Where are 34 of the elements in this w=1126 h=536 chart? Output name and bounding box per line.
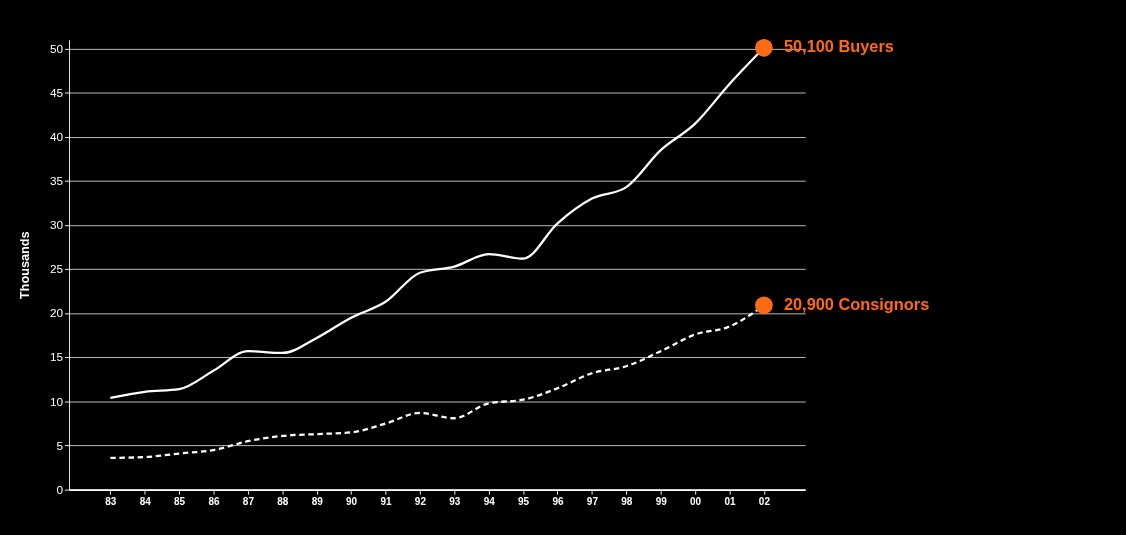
x-tick-label: 94 [483,495,496,507]
x-tick-label: 91 [380,495,392,507]
x-tick-label: 84 [139,495,152,507]
x-tick-label: 01 [724,495,736,507]
x-tick-label: 00 [690,495,702,507]
x-tick-label: 87 [242,495,255,507]
x-tick-label: 92 [414,495,427,507]
y-tick-label: 20 [50,306,64,321]
x-tick-label: 83 [105,495,117,507]
y-tick-label: 50 [50,41,64,56]
x-tick-label: 86 [208,495,220,507]
y-tick-label: 0 [56,482,64,497]
x-tick-label: 99 [655,495,668,507]
y-tick-label: 10 [50,394,64,409]
y-tick-label: 25 [50,262,64,277]
y-tick-label: 35 [50,174,64,189]
x-tick-label: 97 [586,495,599,507]
x-tick-label: 85 [174,495,186,507]
y-tick-label: 30 [50,218,64,233]
x-tick-label: 93 [449,495,461,507]
annotation: 50,100 Buyers [783,37,894,56]
x-tick-label: 96 [552,495,564,507]
x-tick-label: 95 [518,495,530,507]
annotation: 20,900 Consignors [783,294,930,313]
x-tick-label: 90 [346,495,358,507]
y-tick-label: 5 [56,438,64,453]
x-tick-label: 88 [277,495,289,507]
y-tick-label: 45 [50,85,64,100]
y-tick-label: 15 [50,350,64,365]
x-tick-label: 98 [621,495,633,507]
y-tick-label: 40 [50,129,64,144]
y-axis-title: Thousands [17,231,33,300]
x-tick-label: 89 [311,495,324,507]
x-tick-label: 02 [758,495,771,507]
